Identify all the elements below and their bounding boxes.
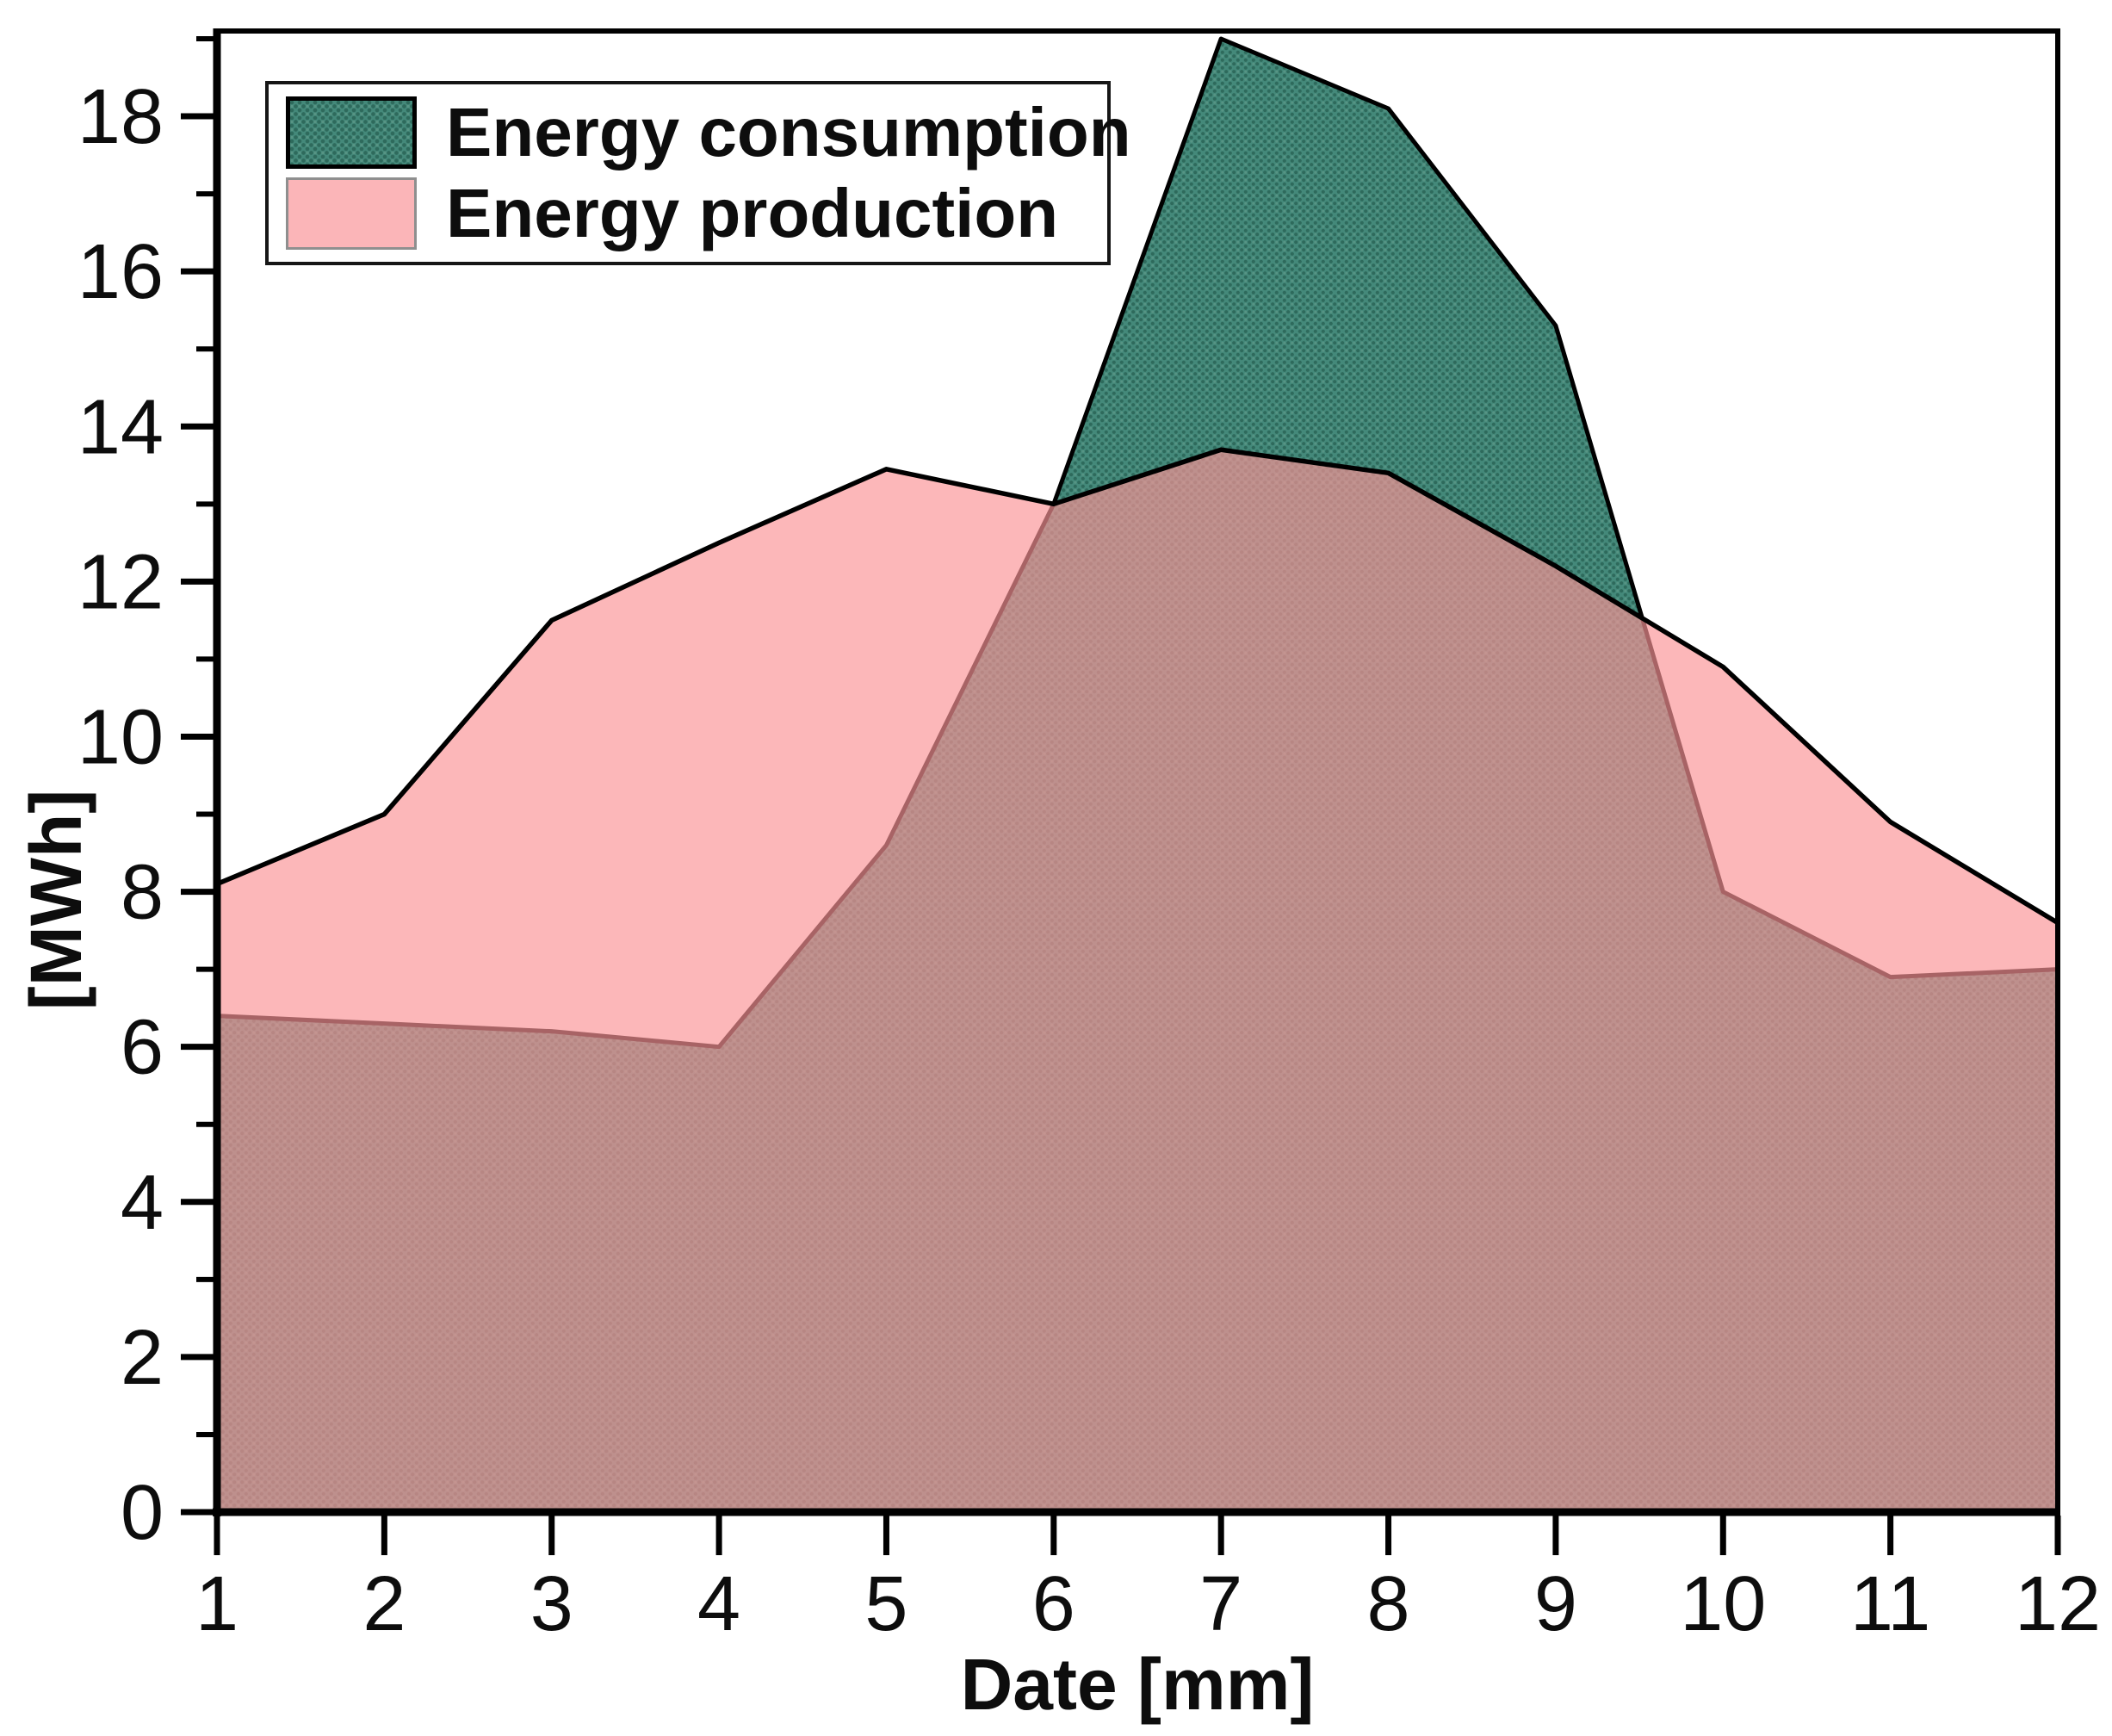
y-axis-title: [MWh]: [15, 789, 96, 1011]
x-tick-label: 6: [1032, 1561, 1075, 1647]
y-tick-label: 14: [77, 384, 164, 470]
x-tick-label: 2: [362, 1561, 406, 1647]
x-tick-label: 9: [1534, 1561, 1577, 1647]
x-tick-label: 8: [1367, 1561, 1410, 1647]
chart-legend: Energy consumption Energy production: [265, 81, 1131, 265]
y-tick-label: 12: [77, 539, 164, 625]
legend-row-consumption: Energy consumption: [286, 96, 1131, 169]
x-tick-label: 5: [864, 1561, 907, 1647]
x-tick-label: 11: [1850, 1561, 1930, 1647]
y-tick-label: 4: [121, 1160, 164, 1246]
y-tick-label: 16: [77, 229, 164, 315]
consumption-swatch-icon: [286, 96, 417, 169]
y-tick-label: 0: [121, 1470, 164, 1556]
x-axis-ticks: 1 2 3 4 5 6 7 8 9 10 11 12: [195, 1516, 2101, 1647]
y-tick-label: 10: [77, 694, 164, 780]
x-axis-title: Date [mm]: [960, 1644, 1315, 1725]
energy-production-area: [214, 447, 2060, 1515]
y-tick-label: 18: [77, 74, 164, 160]
x-tick-label: 4: [697, 1561, 740, 1647]
legend-label-production: Energy production: [446, 175, 1059, 251]
legend-label-consumption: Energy consumption: [446, 94, 1131, 170]
x-tick-label: 12: [2015, 1561, 2101, 1647]
y-axis-ticks: 0 2 4 6 8 10 12 14 16 18: [77, 36, 214, 1556]
y-tick-label: 2: [121, 1315, 164, 1401]
x-tick-label: 7: [1199, 1561, 1242, 1647]
y-tick-label: 6: [121, 1005, 164, 1091]
x-tick-label: 10: [1680, 1561, 1766, 1647]
x-tick-label: 1: [195, 1561, 238, 1647]
legend-row-production: Energy production: [286, 177, 1107, 250]
x-tick-label: 3: [530, 1561, 573, 1647]
production-swatch-icon: [286, 177, 417, 250]
y-tick-label: 8: [121, 850, 164, 936]
